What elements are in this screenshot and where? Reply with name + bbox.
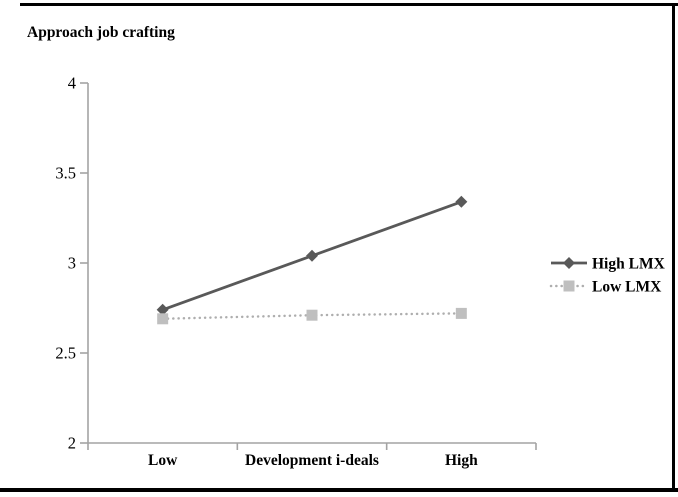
- x-category-label-high: High: [445, 452, 478, 469]
- x-category-label-development-i-deals: Development i-deals: [245, 452, 379, 469]
- y-tick-label: 3: [68, 254, 76, 273]
- figure-border-top: [20, 3, 678, 6]
- legend: High LMX Low LMX: [549, 256, 666, 296]
- legend-item-high-lmx: High LMX: [551, 256, 666, 273]
- marker-low-lmx-low: [157, 313, 169, 325]
- y-tick-label: 2: [68, 434, 76, 453]
- figure-border-bottom: [0, 488, 678, 492]
- chart-title: Approach job crafting: [27, 24, 175, 41]
- legend-square-icon-low-lmx: [563, 280, 575, 292]
- y-tick-label: 3.5: [55, 164, 76, 183]
- y-tick-label: 4: [68, 74, 76, 93]
- legend-diamond-icon-high-lmx: [563, 257, 575, 269]
- series-high-lmx: [156, 195, 468, 316]
- legend-label-low-lmx: Low LMX: [592, 279, 662, 296]
- marker-low-lmx-high: [455, 307, 467, 319]
- figure-border-right: [672, 3, 675, 490]
- legend-label-high-lmx: High LMX: [592, 256, 666, 273]
- x-category-label-low: Low: [148, 452, 178, 469]
- legend-item-low-lmx: Low LMX: [549, 279, 662, 296]
- series-low-lmx: [157, 307, 467, 325]
- marker-low-lmx-development-i-deals: [306, 309, 318, 321]
- marker-high-lmx-high: [455, 195, 468, 208]
- y-tick-label: 2.5: [55, 344, 76, 363]
- marker-high-lmx-development-i-deals: [306, 249, 318, 262]
- marker-high-lmx-low: [156, 303, 169, 316]
